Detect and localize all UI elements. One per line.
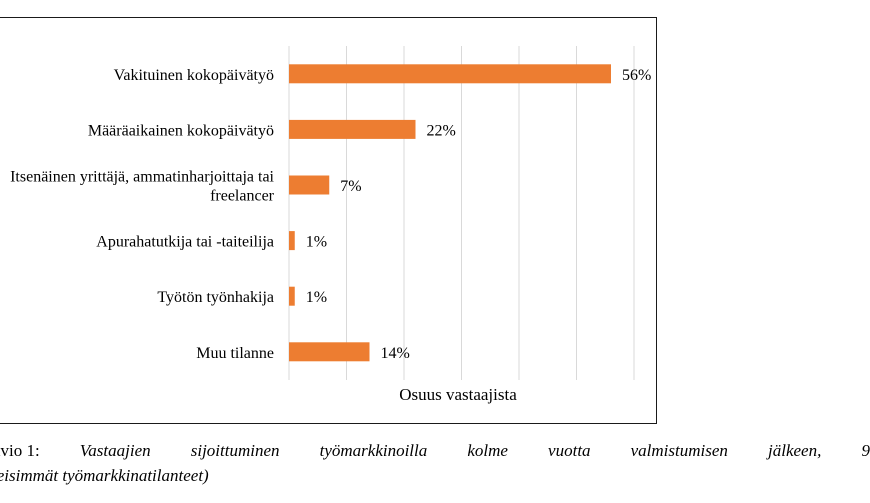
chart-frame: Vakituinen kokopäivätyö Määräaikainen kok… xyxy=(0,17,657,424)
bar xyxy=(289,119,416,139)
category-label: Muu tilanne xyxy=(196,345,274,362)
category-label-line: Vakituinen kokopäivätyö xyxy=(114,67,274,84)
category-label: Apurahatutkija tai -taiteilija xyxy=(96,234,274,251)
caption-word: vuotta xyxy=(548,441,591,460)
data-label: 22% xyxy=(427,122,456,139)
caption-word: kolme xyxy=(467,441,508,460)
caption-prefix: uvio 1: xyxy=(0,441,40,460)
caption-word: Vastaajien xyxy=(79,441,151,460)
category-label-line: Määräaikainen kokopäivätyö xyxy=(88,122,274,139)
caption-line-1: uvio 1: Vastaajien sijoittuminen työmarkki… xyxy=(0,438,870,463)
category-label-line: freelancer xyxy=(210,188,275,205)
caption-word: jälkeen, xyxy=(768,441,822,460)
caption-word: valmistumisen xyxy=(630,441,728,460)
figure-caption: uvio 1: Vastaajien sijoittuminen työmarkki… xyxy=(0,438,870,488)
data-label: 1% xyxy=(306,234,327,251)
category-label: Itsenäinen yrittäjä, ammatinharjoittaja … xyxy=(10,169,275,205)
caption-word: 9 xyxy=(861,441,870,460)
category-label: Määräaikainen kokopäivätyö xyxy=(88,122,274,139)
category-label-line: Työtön työnhakija xyxy=(157,289,274,306)
bar xyxy=(289,342,370,362)
bar xyxy=(289,175,330,195)
data-label: 7% xyxy=(340,178,361,195)
data-label: 14% xyxy=(381,345,410,362)
x-axis-label: Osuus vastaajista xyxy=(399,385,517,404)
caption-word: työmarkkinoilla xyxy=(319,441,428,460)
bar-chart: Vakituinen kokopäivätyö Määräaikainen kok… xyxy=(10,46,651,404)
category-label: Työtön työnhakija xyxy=(157,289,274,306)
category-label-line: Itsenäinen yrittäjä, ammatinharjoittaja … xyxy=(10,169,274,186)
data-label: 1% xyxy=(306,289,327,306)
caption-word: sijoittuminen xyxy=(190,441,280,460)
category-label-line: Apurahatutkija tai -taiteilija xyxy=(96,234,274,251)
category-label-line: Muu tilanne xyxy=(196,345,274,362)
bar xyxy=(289,64,611,84)
category-label: Vakituinen kokopäivätyö xyxy=(114,67,274,84)
bar xyxy=(289,286,295,306)
data-label: 56% xyxy=(622,67,651,84)
bar xyxy=(289,231,295,251)
caption-line-2: leisimmät työmarkkinatilanteet) xyxy=(0,466,209,485)
